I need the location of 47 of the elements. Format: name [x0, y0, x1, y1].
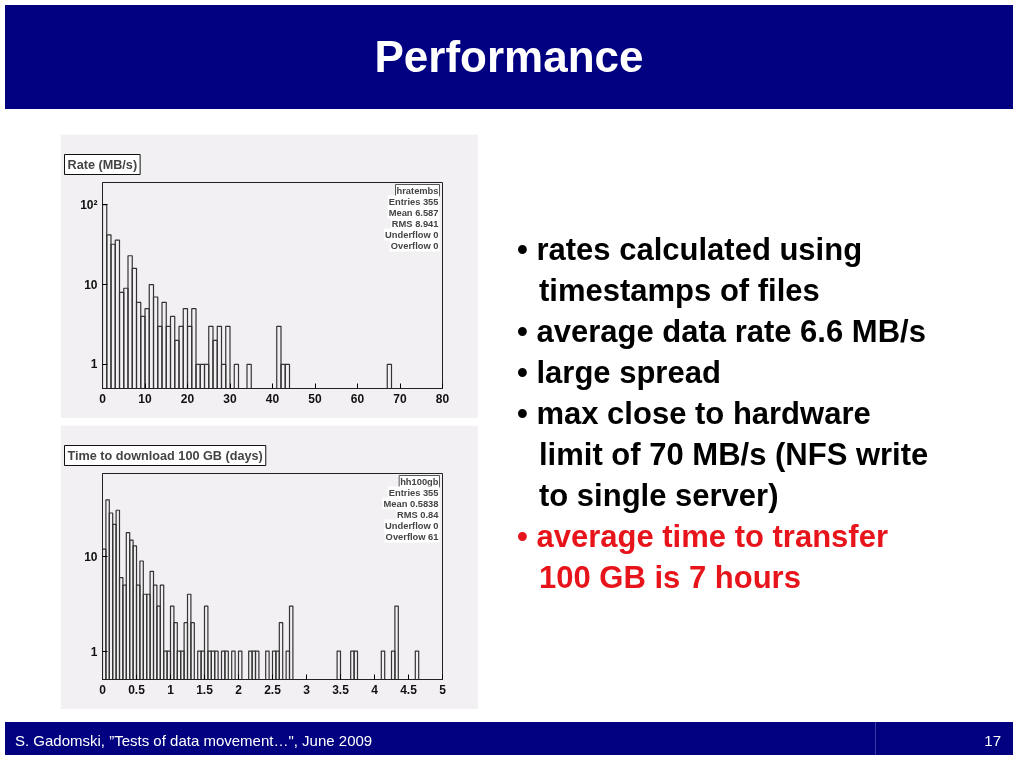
text: • average data rate 6.6 MB/s	[517, 313, 927, 351]
annotation: Underflow 0	[385, 229, 439, 240]
annotation: Mean 6.587	[388, 207, 439, 218]
x-tick-label: 2.5	[264, 682, 282, 697]
x-tick-label: 30	[223, 391, 237, 406]
x-tick-label: 3	[303, 682, 311, 697]
text: 17	[984, 731, 1001, 751]
x-tick-label: 0.5	[128, 682, 146, 697]
annotation: Overflow 61	[385, 531, 439, 542]
x-tick-label: 0	[99, 391, 107, 406]
x-tick-label: 4.5	[400, 682, 418, 697]
x-tick-label: 60	[350, 391, 365, 406]
x-tick-label: 1	[167, 682, 175, 697]
text: S. Gadomski, ”Tests of data movement…", June 2009	[15, 731, 373, 751]
x-tick-label: 70	[393, 391, 407, 406]
y-tick-label: 10²	[80, 197, 98, 212]
annotation: RMS 0.84	[397, 509, 440, 520]
x-tick-label: 4	[371, 682, 379, 697]
x-tick-label: 2	[235, 682, 243, 697]
annotation: RMS 8.941	[391, 218, 439, 229]
y-tick-label: 10	[84, 277, 98, 292]
x-tick-label: 5	[439, 682, 447, 697]
x-tick-label: 80	[435, 391, 450, 406]
annotation: hh100gb	[400, 476, 439, 487]
x-tick-label: 50	[308, 391, 322, 406]
annotation: Entries 355	[388, 487, 439, 498]
annotation: hratembs	[396, 185, 439, 196]
text: • average time to transfer 100 GB is 7 hours	[517, 518, 889, 597]
annotation: Entries 355	[388, 196, 439, 207]
annotation: Overflow 0	[390, 240, 439, 251]
x-tick-label: 0	[99, 682, 107, 697]
chart-title: Time to download 100 GB (days)	[67, 448, 263, 463]
y-tick-label: 1	[90, 357, 98, 372]
x-tick-label: 40	[265, 391, 280, 406]
text: • max close to hardware limit of 70 MB/s (NFS write to single server)	[517, 395, 930, 515]
x-tick-label: 10	[138, 391, 152, 406]
y-tick-label: 1	[90, 644, 98, 659]
annotation: Mean 0.5838	[383, 498, 439, 509]
x-tick-label: 1.5	[196, 682, 214, 697]
annotation: Underflow 0	[385, 520, 439, 531]
chart-title: Rate (MB/s)	[67, 157, 138, 172]
y-tick-label: 10	[84, 550, 98, 565]
x-tick-label: 20	[180, 391, 195, 406]
text: • large spread	[517, 354, 722, 392]
text: Performance	[5, 5, 1013, 109]
x-tick-label: 3.5	[332, 682, 350, 697]
text: • rates calculated using timestamps of files	[517, 231, 864, 310]
